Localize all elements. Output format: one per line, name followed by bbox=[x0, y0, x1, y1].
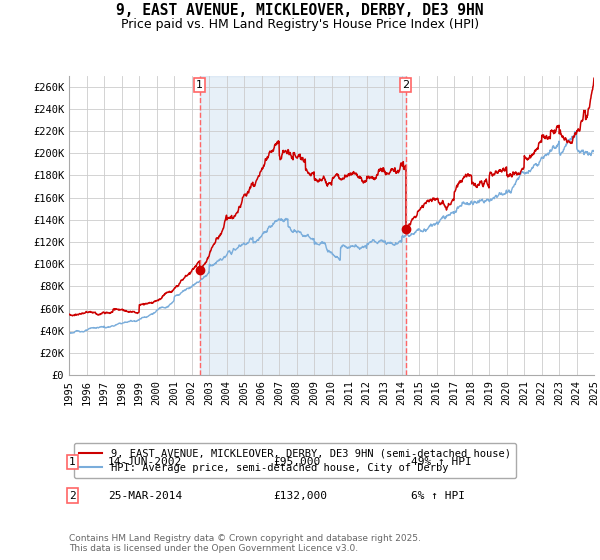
Text: Contains HM Land Registry data © Crown copyright and database right 2025.
This d: Contains HM Land Registry data © Crown c… bbox=[69, 534, 421, 553]
Legend: 9, EAST AVENUE, MICKLEOVER, DERBY, DE3 9HN (semi-detached house), HPI: Average p: 9, EAST AVENUE, MICKLEOVER, DERBY, DE3 9… bbox=[74, 444, 516, 478]
Text: 6% ↑ HPI: 6% ↑ HPI bbox=[411, 491, 465, 501]
Text: 1: 1 bbox=[196, 80, 203, 90]
Text: £95,000: £95,000 bbox=[273, 457, 320, 467]
Text: 25-MAR-2014: 25-MAR-2014 bbox=[108, 491, 182, 501]
Text: £132,000: £132,000 bbox=[273, 491, 327, 501]
Text: 1: 1 bbox=[69, 457, 76, 467]
Text: 49% ↑ HPI: 49% ↑ HPI bbox=[411, 457, 472, 467]
Text: 14-JUN-2002: 14-JUN-2002 bbox=[108, 457, 182, 467]
Text: 2: 2 bbox=[69, 491, 76, 501]
Text: Price paid vs. HM Land Registry's House Price Index (HPI): Price paid vs. HM Land Registry's House … bbox=[121, 18, 479, 31]
Text: 2: 2 bbox=[402, 80, 409, 90]
Text: 9, EAST AVENUE, MICKLEOVER, DERBY, DE3 9HN: 9, EAST AVENUE, MICKLEOVER, DERBY, DE3 9… bbox=[116, 3, 484, 18]
Bar bbox=[200, 76, 406, 375]
